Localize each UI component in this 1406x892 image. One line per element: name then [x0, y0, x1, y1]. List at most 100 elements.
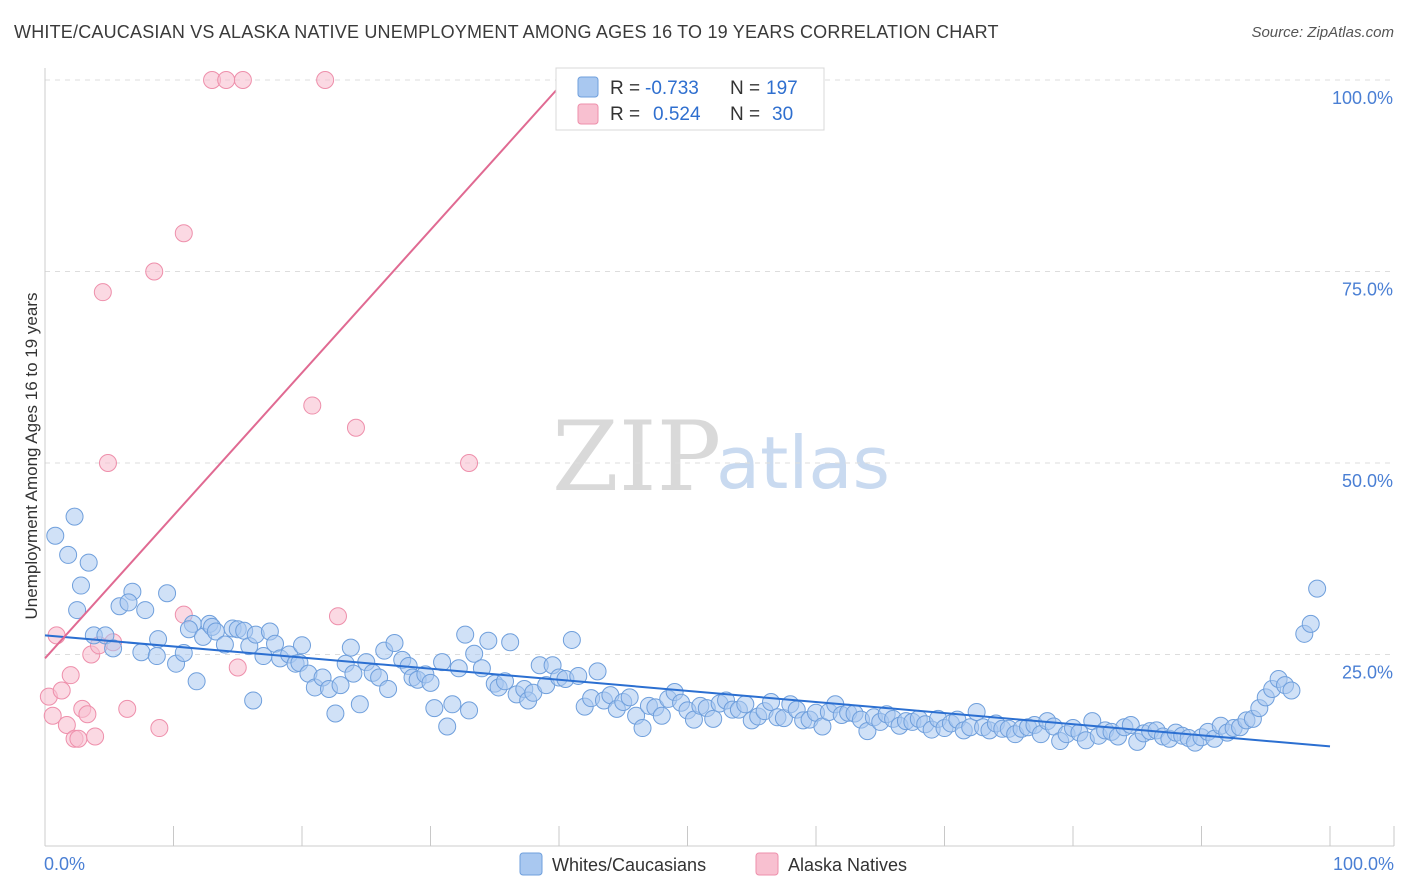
white-caucasian-point	[46, 526, 65, 545]
white-caucasian-point	[326, 704, 345, 723]
white-caucasian-point	[633, 719, 652, 738]
legend-r-label-pink: R =	[610, 104, 640, 125]
alaska-natives-points	[39, 71, 479, 748]
legend-n-value-pink: 30	[772, 104, 793, 125]
white-caucasian-point	[449, 659, 468, 678]
alaska-native-point	[43, 706, 62, 725]
alaska-native-point	[93, 283, 112, 302]
white-caucasian-point	[79, 553, 98, 572]
white-caucasian-point	[68, 601, 87, 620]
white-caucasian-point	[71, 576, 90, 595]
y-tick-label: 100.0%	[1332, 88, 1393, 108]
alaska-native-point	[86, 727, 105, 746]
white-caucasian-point	[158, 584, 177, 603]
alaska-native-point	[98, 454, 117, 472]
white-caucasian-point	[465, 644, 484, 663]
white-caucasian-point	[704, 709, 723, 728]
legend-r-value-blue: -0.733	[645, 78, 699, 99]
white-caucasian-point	[479, 631, 498, 650]
bottom-legend-swatch-alaska	[755, 852, 779, 876]
alaska-native-point	[228, 658, 247, 677]
whites-trend-line	[44, 634, 1331, 748]
alaska-native-point	[69, 729, 88, 748]
white-caucasian-point	[244, 691, 263, 710]
alaska-native-point	[346, 418, 365, 437]
white-caucasian-point	[293, 636, 311, 655]
alaska-native-point	[150, 719, 169, 738]
legend-swatch-pink	[577, 103, 599, 125]
white-caucasian-point	[65, 507, 84, 526]
white-caucasian-point	[215, 635, 234, 654]
white-caucasian-point	[136, 601, 155, 620]
watermark: ZIP atlas	[552, 401, 890, 513]
x-tick-label-min: 0.0%	[44, 854, 85, 874]
white-caucasian-point	[147, 647, 166, 666]
white-caucasian-point	[496, 672, 515, 691]
legend-box	[555, 67, 825, 131]
white-caucasian-point	[967, 702, 986, 721]
alaska-native-point	[78, 705, 97, 724]
series-legend: Whites/Caucasians Alaska Natives	[519, 852, 907, 876]
legend-n-label-blue: N =	[730, 78, 760, 99]
alaska-native-point	[118, 699, 137, 718]
white-caucasian-point	[562, 630, 581, 649]
watermark-atlas-text: atlas	[716, 421, 890, 505]
alaska-native-point	[460, 454, 479, 472]
whites-caucasians-points	[46, 507, 1327, 752]
white-caucasian-point	[652, 706, 671, 725]
white-caucasian-point	[379, 679, 398, 698]
white-caucasian-point	[331, 676, 350, 695]
white-caucasian-point	[736, 695, 755, 714]
alaska-native-point	[57, 715, 76, 734]
white-caucasian-point	[132, 643, 151, 662]
y-axis-label: Unemployment Among Ages 16 to 19 years	[22, 293, 41, 620]
alaska-native-point	[217, 71, 236, 89]
white-caucasian-point	[460, 701, 479, 720]
white-caucasian-point	[443, 695, 462, 714]
white-caucasian-point	[104, 639, 123, 658]
white-caucasian-point	[385, 634, 404, 653]
white-caucasian-point	[425, 699, 444, 718]
alaska-native-point	[174, 224, 193, 243]
alaska-native-point	[303, 396, 322, 415]
legend-n-value-blue: 197	[766, 78, 798, 99]
alaska-native-point	[61, 666, 80, 685]
y-tick-labels: 25.0% 50.0% 75.0% 100.0%	[1332, 88, 1393, 683]
white-caucasian-point	[179, 620, 198, 639]
white-caucasian-point	[1282, 681, 1301, 700]
white-caucasian-point	[421, 673, 440, 692]
bottom-legend-label-whites: Whites/Caucasians	[552, 855, 706, 875]
white-caucasian-point	[456, 625, 475, 644]
source-label: Source: ZipAtlas.com	[1251, 24, 1394, 41]
legend-r-label-blue: R =	[610, 78, 640, 99]
bottom-legend-label-alaska: Alaska Natives	[788, 855, 907, 875]
alaska-native-point	[328, 607, 347, 626]
legend-n-label-pink: N =	[730, 104, 760, 125]
alaska-native-point	[52, 681, 71, 700]
white-caucasian-point	[433, 653, 452, 672]
white-caucasian-point	[59, 545, 78, 564]
y-tick-label: 50.0%	[1342, 471, 1393, 491]
chart-title: WHITE/CAUCASIAN VS ALASKA NATIVE UNEMPLO…	[14, 22, 999, 42]
white-caucasian-point	[620, 688, 639, 707]
white-caucasian-point	[174, 643, 193, 662]
alaska-native-point	[233, 71, 252, 89]
watermark-zip-text: ZIP	[552, 401, 721, 513]
bottom-legend-swatch-whites	[519, 852, 543, 876]
white-caucasian-point	[501, 633, 520, 652]
x-tick-label-max: 100.0%	[1333, 854, 1394, 874]
legend-r-value-pink: 0.524	[653, 104, 701, 125]
white-caucasian-point	[762, 692, 781, 711]
correlation-legend: R = -0.733 N = 197 R = 0.524 N = 30	[555, 67, 825, 131]
white-caucasian-point	[149, 630, 168, 649]
trend-lines	[44, 79, 1331, 748]
white-caucasian-point	[438, 717, 457, 736]
white-caucasian-point	[119, 593, 138, 612]
white-caucasian-point	[187, 672, 206, 691]
y-tick-label: 75.0%	[1342, 280, 1393, 300]
alaska-natives-trend-line	[44, 79, 567, 659]
legend-swatch-blue	[577, 76, 599, 98]
axes	[44, 68, 1395, 847]
alaska-native-point	[145, 262, 164, 281]
